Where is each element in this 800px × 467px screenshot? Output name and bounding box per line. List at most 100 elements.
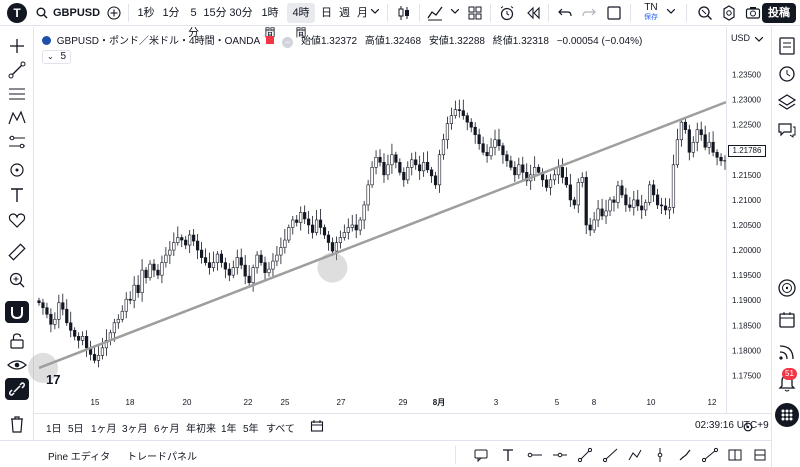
candle xyxy=(402,167,406,187)
layouts-grid-icon[interactable] xyxy=(467,5,483,21)
candle xyxy=(84,330,89,357)
vertical-line-icon[interactable] xyxy=(652,447,668,463)
polyline-icon[interactable] xyxy=(702,447,718,463)
chevron-down-icon[interactable] xyxy=(451,9,459,15)
range-button[interactable]: 3ヶ月 xyxy=(122,424,148,435)
path-tool-icon[interactable] xyxy=(627,447,643,463)
crosshair-cursor-icon[interactable] xyxy=(5,35,29,57)
trend-line-tool-icon[interactable] xyxy=(5,59,29,81)
trend-line-icon[interactable] xyxy=(577,447,593,463)
candle xyxy=(513,161,517,182)
range-button[interactable]: 5年 xyxy=(243,424,259,435)
long-position-icon[interactable] xyxy=(727,447,743,463)
range-button[interactable]: 1日 xyxy=(46,424,62,435)
date-range-calendar-icon[interactable] xyxy=(310,419,324,433)
candle xyxy=(699,121,703,141)
price-axis[interactable]: 1.235001.230001.225001.220001.215001.210… xyxy=(726,27,762,413)
post-button[interactable]: 投稿 xyxy=(762,3,796,23)
text-tool-icon[interactable] xyxy=(5,184,29,206)
candle xyxy=(255,251,259,274)
candle xyxy=(469,118,473,133)
range-button[interactable]: 6ヶ月 xyxy=(154,424,180,435)
hide-legend-icon[interactable]: − xyxy=(282,37,294,48)
interval-button[interactable]: 30分 xyxy=(229,7,253,19)
indicator-toggle[interactable]: ⌄ 5 xyxy=(42,50,72,64)
range-button[interactable]: すべて xyxy=(266,424,295,435)
interval-button[interactable]: 週 xyxy=(339,7,350,19)
range-button[interactable]: 1年 xyxy=(221,424,237,435)
save-label[interactable]: 保存 xyxy=(644,14,658,21)
interval-button[interactable]: 日 xyxy=(321,7,332,19)
redo-icon[interactable] xyxy=(581,5,597,21)
forecast-tool-icon[interactable] xyxy=(5,131,29,153)
object-tree-layers-icon[interactable] xyxy=(776,91,798,113)
chevron-down-icon[interactable] xyxy=(755,37,763,43)
settings-gear-icon[interactable] xyxy=(721,5,737,21)
range-button[interactable]: 5日 xyxy=(68,424,84,435)
interval-button[interactable]: 15分 xyxy=(203,7,227,19)
candle xyxy=(659,197,664,214)
date-price-range-icon[interactable] xyxy=(752,447,768,463)
range-button[interactable]: 年初来 xyxy=(186,424,216,435)
candle xyxy=(644,199,648,216)
interval-button[interactable]: 月 xyxy=(357,7,368,19)
indicators-icon[interactable] xyxy=(427,5,443,21)
trash-delete-icon[interactable] xyxy=(5,413,29,435)
compare-add-icon[interactable] xyxy=(107,6,121,20)
text-tool-icon[interactable] xyxy=(500,447,516,463)
brush-icon[interactable] xyxy=(677,447,693,463)
time-tick-label: 20 xyxy=(183,398,192,407)
interval-button[interactable]: 5分 xyxy=(188,7,199,39)
support-trendline[interactable] xyxy=(38,100,727,370)
symbol-search[interactable]: GBPUSD xyxy=(53,7,101,19)
settings-gear-icon[interactable] xyxy=(743,422,753,432)
favorite-heart-icon[interactable] xyxy=(5,209,29,231)
legend-title[interactable]: GBPUSD・ポンド／米ドル・4時間・OANDA xyxy=(56,36,260,47)
ray-line-icon[interactable] xyxy=(602,447,618,463)
alerts-clock-icon[interactable] xyxy=(776,63,798,85)
sync-drawings-button[interactable] xyxy=(5,378,29,400)
interval-button[interactable]: 4時間 xyxy=(287,3,315,39)
candle xyxy=(410,152,414,176)
quick-search-icon[interactable] xyxy=(697,5,713,21)
interval-button[interactable]: 1秒 xyxy=(137,7,155,19)
alert-clock-icon[interactable] xyxy=(499,5,515,21)
ruler-measure-icon[interactable] xyxy=(5,241,29,263)
interval-button[interactable]: 1時間 xyxy=(261,7,279,39)
fullscreen-rect-icon[interactable] xyxy=(606,5,622,21)
apps-menu-button[interactable] xyxy=(775,403,799,427)
chevron-down-icon[interactable] xyxy=(371,9,379,15)
magnet-mode-button[interactable] xyxy=(5,301,29,323)
pattern-tool-icon[interactable] xyxy=(5,107,29,129)
zoom-in-icon[interactable] xyxy=(5,269,29,291)
search-icon[interactable] xyxy=(36,7,48,19)
candles-style-icon[interactable] xyxy=(396,5,412,21)
comment-icon[interactable] xyxy=(473,447,489,463)
clock-readout[interactable]: 02:39:16 UTC+9 xyxy=(695,420,769,431)
replay-icon[interactable] xyxy=(525,5,541,21)
fib-retracement-icon[interactable] xyxy=(5,83,29,105)
chevron-down-icon[interactable] xyxy=(667,9,675,15)
currency-label[interactable]: USD xyxy=(731,33,751,43)
account-initials[interactable]: TN xyxy=(644,2,658,13)
range-button[interactable]: 1ヶ月 xyxy=(91,424,117,435)
horizontal-ray-icon[interactable] xyxy=(527,447,543,463)
candles-group xyxy=(37,99,727,368)
horizontal-line-icon[interactable] xyxy=(552,447,568,463)
undo-icon[interactable] xyxy=(557,5,573,21)
lock-drawings-icon[interactable] xyxy=(5,330,29,352)
time-axis[interactable]: 15 18 20 22 25 27 29 8月 3 5 8 10 12 xyxy=(91,398,717,407)
brush-tool-icon[interactable] xyxy=(5,159,29,181)
watchlist-icon[interactable] xyxy=(776,35,798,57)
eye-visibility-icon[interactable] xyxy=(5,354,29,376)
chat-icon[interactable] xyxy=(776,119,798,141)
interval-button[interactable]: 1分 xyxy=(162,7,180,19)
tradingview-logo[interactable]: T xyxy=(7,3,27,23)
snapshot-camera-icon[interactable] xyxy=(745,5,761,21)
tab-trade-panel[interactable]: トレードパネル xyxy=(127,452,197,463)
calendar-icon[interactable] xyxy=(776,309,798,331)
streams-broadcast-icon[interactable] xyxy=(776,341,798,363)
trading-target-icon[interactable] xyxy=(776,277,798,299)
tab-pine-editor[interactable]: Pine エディタ xyxy=(48,452,111,463)
